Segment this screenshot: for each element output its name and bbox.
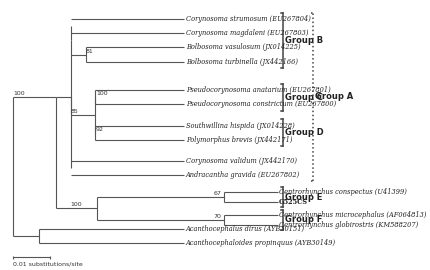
Text: Corynosoma strumosum (EU267804): Corynosoma strumosum (EU267804) <box>185 15 310 23</box>
Text: Bolbosoma turbinella (JX442166): Bolbosoma turbinella (JX442166) <box>185 58 297 66</box>
Text: Southwillina hispida (JX014228): Southwillina hispida (JX014228) <box>185 122 294 130</box>
Text: 100: 100 <box>95 92 107 96</box>
Text: Acanthocephalus dirus (AYB30151): Acanthocephalus dirus (AYB30151) <box>185 225 304 233</box>
Text: Group C: Group C <box>285 93 322 102</box>
Text: Group A: Group A <box>314 92 353 101</box>
Text: Group E: Group E <box>285 193 322 202</box>
Text: Bolbosoma vasulosum (JX014225): Bolbosoma vasulosum (JX014225) <box>185 43 300 52</box>
Text: 85: 85 <box>71 109 79 114</box>
Text: Pseudocorynosoma anatarium (EU267801): Pseudocorynosoma anatarium (EU267801) <box>185 86 330 94</box>
Text: 0.01 substitutions/site: 0.01 substitutions/site <box>12 262 82 267</box>
Text: Corynosoma magdaleni (EU267803): Corynosoma magdaleni (EU267803) <box>185 29 308 37</box>
Text: Group F: Group F <box>285 215 322 224</box>
Text: Pseudocorynosoma constrictum (EU267800): Pseudocorynosoma constrictum (EU267800) <box>185 100 335 108</box>
Text: Polymorphus brevis (JX442171): Polymorphus brevis (JX442171) <box>185 136 292 144</box>
Text: 100: 100 <box>13 91 25 96</box>
Text: 92: 92 <box>95 127 104 132</box>
Text: 67: 67 <box>213 191 221 197</box>
Text: 81: 81 <box>86 49 93 54</box>
Text: 70: 70 <box>213 214 221 219</box>
Text: Corynosoma validum (JX442170): Corynosoma validum (JX442170) <box>185 157 296 165</box>
Text: G525CS: G525CS <box>278 198 307 206</box>
Text: Group B: Group B <box>285 36 322 45</box>
Text: 100: 100 <box>71 202 82 207</box>
Text: Centrorhynchus globirostris (KM588207): Centrorhynchus globirostris (KM588207) <box>278 221 417 229</box>
Text: Andracantha gravida (EU267802): Andracantha gravida (EU267802) <box>185 171 300 179</box>
Text: Centrorhynchus conspectus (U41399): Centrorhynchus conspectus (U41399) <box>278 188 406 196</box>
Text: Acanthocephaloides propinquus (AYB30149): Acanthocephaloides propinquus (AYB30149) <box>185 239 335 247</box>
Text: Group D: Group D <box>285 128 323 137</box>
Text: Centrorhynchus microcephalus (AF064813): Centrorhynchus microcephalus (AF064813) <box>278 211 426 219</box>
